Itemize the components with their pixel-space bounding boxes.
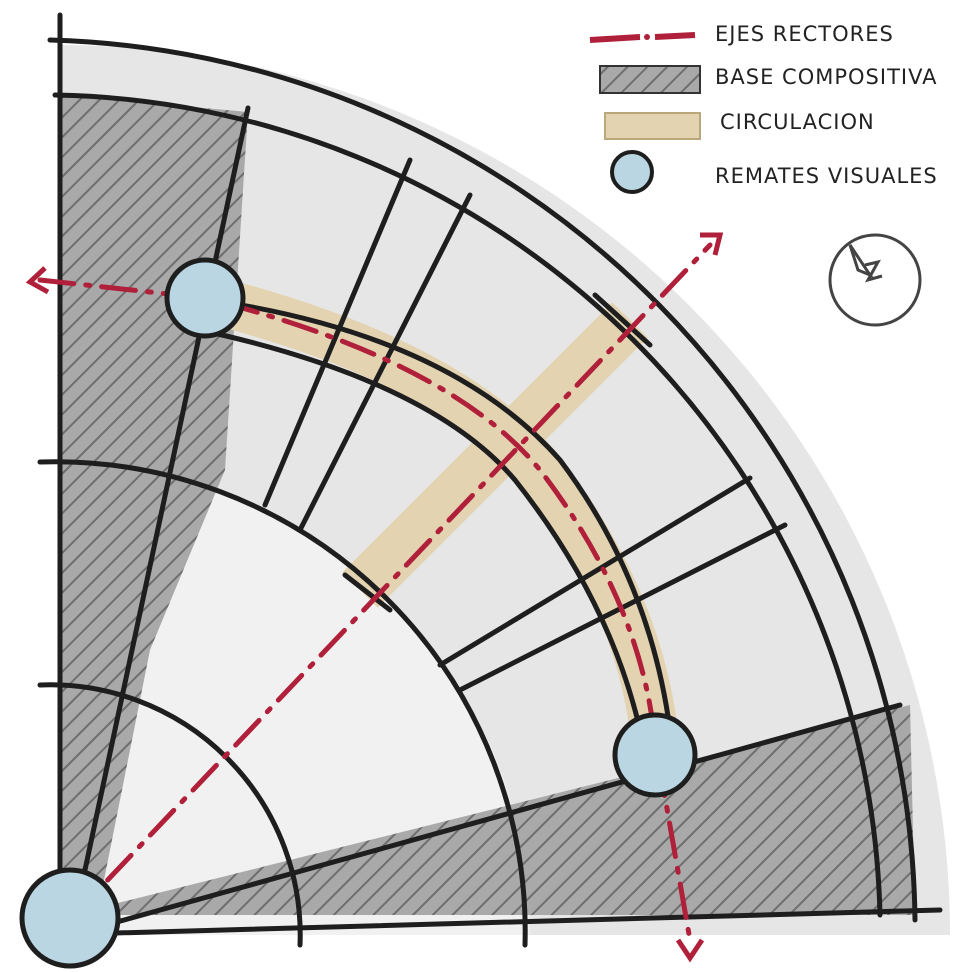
eje-rector	[37, 277, 693, 943]
line	[262, 157, 413, 508]
arrow	[675, 938, 705, 963]
arrow	[25, 266, 50, 295]
remate-visual	[612, 712, 698, 798]
arc	[37, 682, 303, 948]
circulacion	[342, 302, 648, 608]
legend-label: EJES RECTORES	[715, 22, 894, 46]
line	[67, 105, 251, 943]
arc	[47, 37, 918, 923]
legend-swatch	[589, 32, 696, 43]
legend-swatch	[610, 150, 654, 194]
legend-swatch	[644, 34, 650, 40]
line	[297, 192, 473, 533]
legend-label: BASE COMPOSITIVA	[715, 65, 937, 89]
circulation-edge	[207, 297, 673, 733]
legend-swatch	[599, 65, 701, 94]
eje-rector	[62, 242, 713, 928]
arc	[37, 459, 528, 948]
remate-visual	[164, 257, 246, 339]
legend: EJES RECTORES BASE COMPOSITIVA CIRCULACI…	[589, 22, 938, 194]
compass	[828, 233, 922, 327]
line	[42, 907, 943, 938]
arrow	[700, 232, 724, 256]
line	[437, 475, 753, 668]
legend-swatch	[604, 112, 701, 140]
legend-label: CIRCULACION	[720, 110, 875, 134]
remate-visual	[19, 867, 121, 969]
line	[592, 292, 653, 348]
line	[67, 702, 903, 938]
line	[342, 572, 393, 613]
circulation-edge	[197, 327, 643, 733]
legend-label: REMATES VISUALES	[715, 164, 938, 188]
